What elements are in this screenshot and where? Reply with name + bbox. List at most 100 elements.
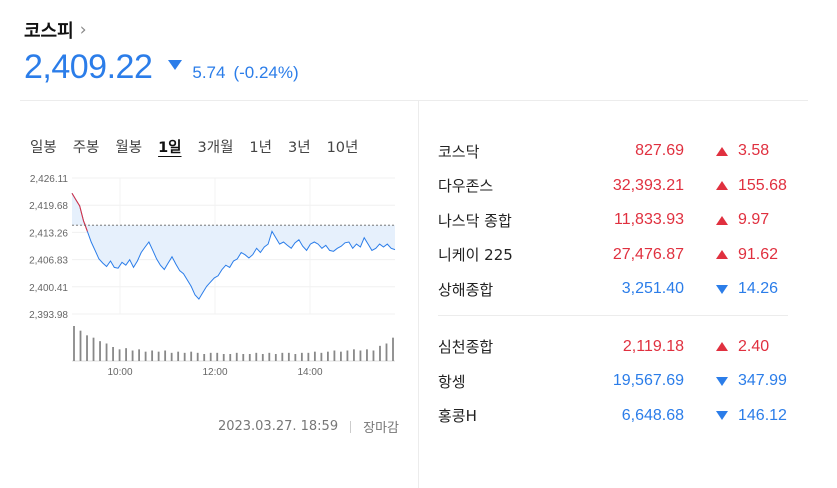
down-triangle-icon: [716, 284, 728, 294]
index-value: 19,567.69: [612, 372, 684, 390]
volume-bar: [281, 352, 284, 361]
price-line-up-segment: [71, 193, 88, 232]
tab-daily[interactable]: 일봉: [30, 140, 57, 156]
index-title-link[interactable]: 코스피 ›: [24, 16, 299, 44]
volume-bar: [287, 352, 290, 361]
y-tick-label: 2,419.68: [29, 201, 68, 212]
y-tick-label: 2,393.98: [29, 310, 68, 321]
index-row[interactable]: 홍콩H 6,648.68 146.12: [438, 399, 790, 434]
tab-1year[interactable]: 1년: [249, 140, 272, 156]
index-row[interactable]: 코스닥 827.69 3.58: [438, 134, 790, 169]
tab-weekly[interactable]: 주봉: [72, 140, 100, 156]
tab-monthly[interactable]: 월봉: [115, 140, 143, 156]
footer-separator: [350, 420, 352, 433]
volume-bar: [99, 341, 101, 361]
volume-bar: [372, 350, 375, 361]
volume-bar: [164, 350, 167, 361]
volume-bar: [307, 352, 310, 361]
tab-3months[interactable]: 3개월: [197, 140, 234, 156]
y-tick-label: 2,413.26: [29, 228, 68, 239]
index-name[interactable]: 항셍: [438, 372, 466, 391]
volume-bar: [255, 352, 258, 361]
volume-bar: [326, 351, 329, 361]
volume-bar: [379, 345, 381, 361]
index-row[interactable]: 심천종합 2,119.18 2.40: [438, 330, 790, 365]
volume-bar: [294, 354, 297, 361]
index-row[interactable]: 니케이 225 27,476.87 91.62: [438, 238, 790, 273]
volume-bar: [248, 354, 251, 361]
volume-bar: [183, 352, 186, 361]
down-triangle-icon: [716, 411, 728, 421]
index-name[interactable]: 다우존스: [438, 177, 494, 196]
volume-bar: [320, 352, 323, 361]
volume-bar: [105, 343, 108, 361]
index-row[interactable]: 다우존스 32,393.21 155.68: [438, 169, 790, 204]
up-triangle-icon: [716, 215, 728, 225]
index-value: 2,119.18: [622, 337, 684, 355]
index-change: 146.12: [738, 406, 787, 424]
index-name[interactable]: 심천종합: [438, 338, 494, 357]
up-triangle-icon: [716, 250, 728, 260]
index-name[interactable]: 홍콩H: [438, 407, 477, 426]
volume-bar: [229, 354, 232, 361]
volume-bar: [222, 354, 225, 361]
y-tick-label: 2,400.41: [29, 283, 68, 294]
volume-bar: [118, 349, 121, 361]
period-tabs: 일봉 주봉 월봉 1일 3개월 1년 3년 10년: [30, 136, 374, 157]
up-triangle-icon: [716, 146, 728, 156]
volume-bar: [203, 354, 206, 361]
volume-bar: [392, 337, 394, 361]
index-change: 91.62: [738, 245, 779, 263]
price-row: 2,409.22 5.74 (-0.24%): [24, 48, 299, 87]
volume-bar: [209, 352, 212, 361]
volume-bar: [196, 352, 199, 361]
index-row[interactable]: 나스닥 종합 11,833.93 9.97: [438, 203, 790, 238]
index-change: 155.68: [738, 176, 787, 194]
x-tick-label: 10:00: [107, 367, 132, 378]
volume-bar: [177, 351, 180, 361]
x-tick-label: 12:00: [202, 367, 227, 378]
tab-10years[interactable]: 10년: [326, 140, 359, 156]
index-name[interactable]: 코스닥: [438, 142, 480, 161]
tab-1day[interactable]: 1일: [158, 140, 182, 156]
volume-bar: [235, 352, 238, 361]
volume-bar: [242, 354, 245, 361]
volume-bar: [73, 326, 75, 361]
index-name[interactable]: 니케이 225: [438, 246, 513, 265]
down-triangle-icon: [716, 376, 728, 386]
market-status: 장마감: [363, 421, 399, 436]
index-row[interactable]: 항셍 19,567.69 347.99: [438, 364, 790, 399]
header-divider: [20, 100, 808, 101]
index-row[interactable]: 상해종합 3,251.40 14.26: [438, 272, 790, 307]
chevron-right-icon[interactable]: ›: [79, 20, 87, 40]
y-tick-label: 2,406.83: [29, 256, 68, 267]
volume-bar: [157, 351, 160, 361]
index-change: 347.99: [738, 372, 787, 390]
volume-bar: [92, 337, 95, 361]
volume-bar: [346, 350, 349, 361]
volume-bar: [385, 343, 388, 361]
volume-bar: [268, 352, 271, 361]
volume-bar: [216, 352, 219, 361]
index-value: 11,833.93: [614, 211, 684, 229]
index-name[interactable]: 상해종합: [438, 280, 494, 299]
current-price: 2,409.22: [24, 48, 153, 86]
tab-3years[interactable]: 3년: [287, 140, 311, 156]
volume-bar: [300, 352, 303, 361]
index-title[interactable]: 코스피: [24, 21, 74, 42]
volume-bar: [86, 335, 88, 361]
intraday-chart[interactable]: 2,426.11 2,419.68 2,413.26 2,406.83 2,400.41…: [20, 168, 400, 383]
area-below-prev-close: [72, 193, 395, 300]
volume-bar: [79, 330, 82, 361]
volume-bar: [125, 348, 127, 361]
group-divider: [438, 314, 788, 316]
volume-bar: [274, 354, 277, 361]
index-name[interactable]: 나스닥 종합: [438, 211, 512, 230]
volume-bar: [313, 351, 316, 361]
index-change: 14.26: [738, 280, 779, 298]
index-value: 27,476.87: [612, 245, 684, 263]
down-triangle-icon: [168, 60, 183, 70]
volume-bar: [138, 349, 141, 361]
volume-bar: [170, 352, 173, 361]
volume-bar: [190, 351, 193, 361]
